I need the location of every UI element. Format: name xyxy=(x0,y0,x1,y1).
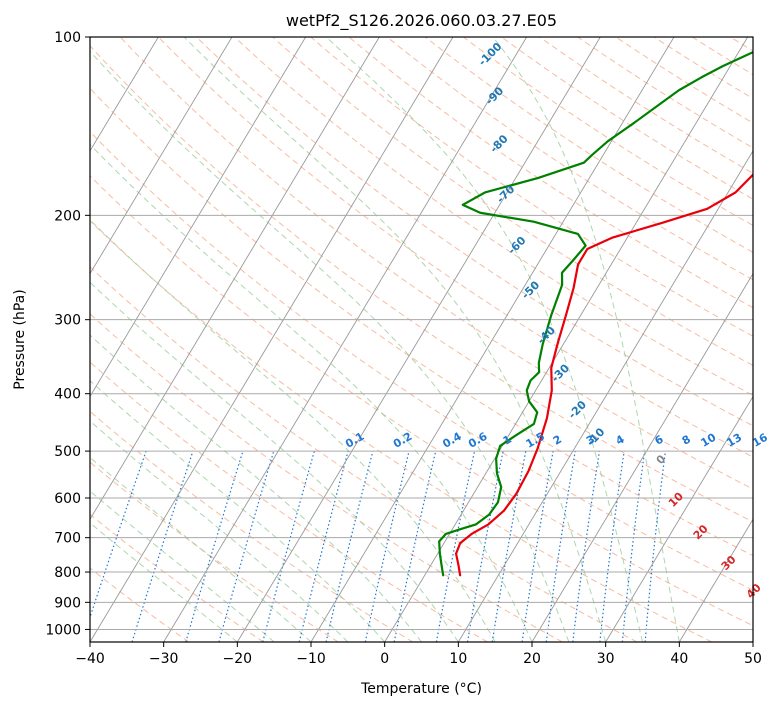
mixing-ratio-line xyxy=(218,450,275,642)
moist-adiabat xyxy=(90,219,496,642)
chart-title: wetPf2_S126.2026.060.03.27.E05 xyxy=(286,11,557,31)
dry-adiabat xyxy=(119,37,753,490)
y-tick-label: 600 xyxy=(54,491,81,507)
y-tick-label: 500 xyxy=(54,444,81,460)
plot-frame xyxy=(89,36,754,643)
mixing-ratio-line xyxy=(131,450,194,642)
dry-adiabat xyxy=(90,87,753,557)
background-reference-lines xyxy=(90,37,753,642)
mixing-ratio-line xyxy=(572,451,601,642)
dry-adiabat xyxy=(90,513,264,642)
moist-adiabat xyxy=(183,37,607,642)
mixing-ratio-line xyxy=(521,450,554,642)
x-tick-label: 0 xyxy=(380,651,389,667)
temperature-profile xyxy=(454,173,753,577)
isotherm xyxy=(90,37,233,275)
moist-adiabat xyxy=(90,143,533,642)
dry-adiabat xyxy=(90,220,712,642)
mixing-ratio-line xyxy=(325,450,374,642)
isotherm xyxy=(605,395,753,642)
isotherm xyxy=(90,37,380,521)
y-tick-label: 300 xyxy=(54,313,81,329)
x-tick-label: 10 xyxy=(449,651,467,667)
y-tick-label: 1000 xyxy=(45,622,81,638)
dry-adiabat xyxy=(90,410,414,642)
moist-adiabat xyxy=(325,37,643,642)
x-tick-label: 30 xyxy=(597,651,615,667)
mixing-ratio-line xyxy=(545,450,576,642)
isotherm xyxy=(457,150,753,642)
moist-adiabat xyxy=(90,420,349,642)
dry-adiabat xyxy=(90,130,753,591)
moist-adiabat xyxy=(90,50,570,642)
mixing-ratio-line xyxy=(599,451,625,642)
mixing-ratio-line xyxy=(262,450,315,642)
dry-adiabat xyxy=(272,37,753,367)
isotherm xyxy=(90,37,454,642)
dry-adiabat xyxy=(234,37,753,396)
dry-adiabat xyxy=(348,37,753,309)
dry-adiabat xyxy=(310,37,753,337)
x-tick-label: −40 xyxy=(75,651,105,667)
x-tick-label: 40 xyxy=(670,651,688,667)
x-tick-label: 20 xyxy=(523,651,541,667)
x-axis-title: Temperature (°C) xyxy=(360,681,482,697)
isotherm xyxy=(531,272,753,642)
dry-adiabat xyxy=(90,361,488,642)
dewpoint-profile xyxy=(438,50,753,577)
x-tick-label: −20 xyxy=(223,651,253,667)
isotherm xyxy=(236,37,601,642)
moist-adiabat xyxy=(90,522,238,642)
dry-adiabat xyxy=(90,266,638,642)
x-tick-label: −30 xyxy=(149,651,179,667)
mixing-ratio-line xyxy=(185,450,244,642)
mixing-ratio-line xyxy=(621,451,646,642)
x-axis: −40 −30 −20 −10 0 10 20 30 40 50 xyxy=(75,642,762,667)
y-tick-label: 800 xyxy=(54,565,81,581)
y-axis-title: Pressure (hPa) xyxy=(12,289,28,389)
isotherm xyxy=(384,37,749,642)
y-tick-label: 100 xyxy=(54,30,81,46)
isotherm xyxy=(163,37,528,642)
isotherm xyxy=(90,37,307,398)
dry-adiabat xyxy=(196,37,753,427)
dry-adiabat xyxy=(90,175,753,627)
y-tick-label: 900 xyxy=(54,595,81,611)
isotherm xyxy=(678,518,753,642)
dry-adiabat xyxy=(90,45,753,523)
x-tick-label: 50 xyxy=(744,651,762,667)
mixing-ratio-line xyxy=(298,450,349,642)
y-tick-label: 200 xyxy=(54,208,81,224)
y-tick-label: 700 xyxy=(54,531,81,547)
mixing-ratio-line xyxy=(364,450,410,642)
series-layer xyxy=(438,50,753,577)
dry-adiabat xyxy=(157,37,753,458)
moist-adiabat xyxy=(492,37,680,642)
dry-adiabat xyxy=(386,37,753,281)
moist-adiabat xyxy=(90,380,386,642)
y-tick-label: 400 xyxy=(54,387,81,403)
mixing-ratio-line xyxy=(644,451,667,642)
isotherm xyxy=(90,37,159,152)
x-tick-label: −10 xyxy=(296,651,326,667)
moist-adiabat xyxy=(90,281,459,642)
y-axis: 100 200 300 400 500 600 700 800 900 1000 xyxy=(45,30,90,638)
